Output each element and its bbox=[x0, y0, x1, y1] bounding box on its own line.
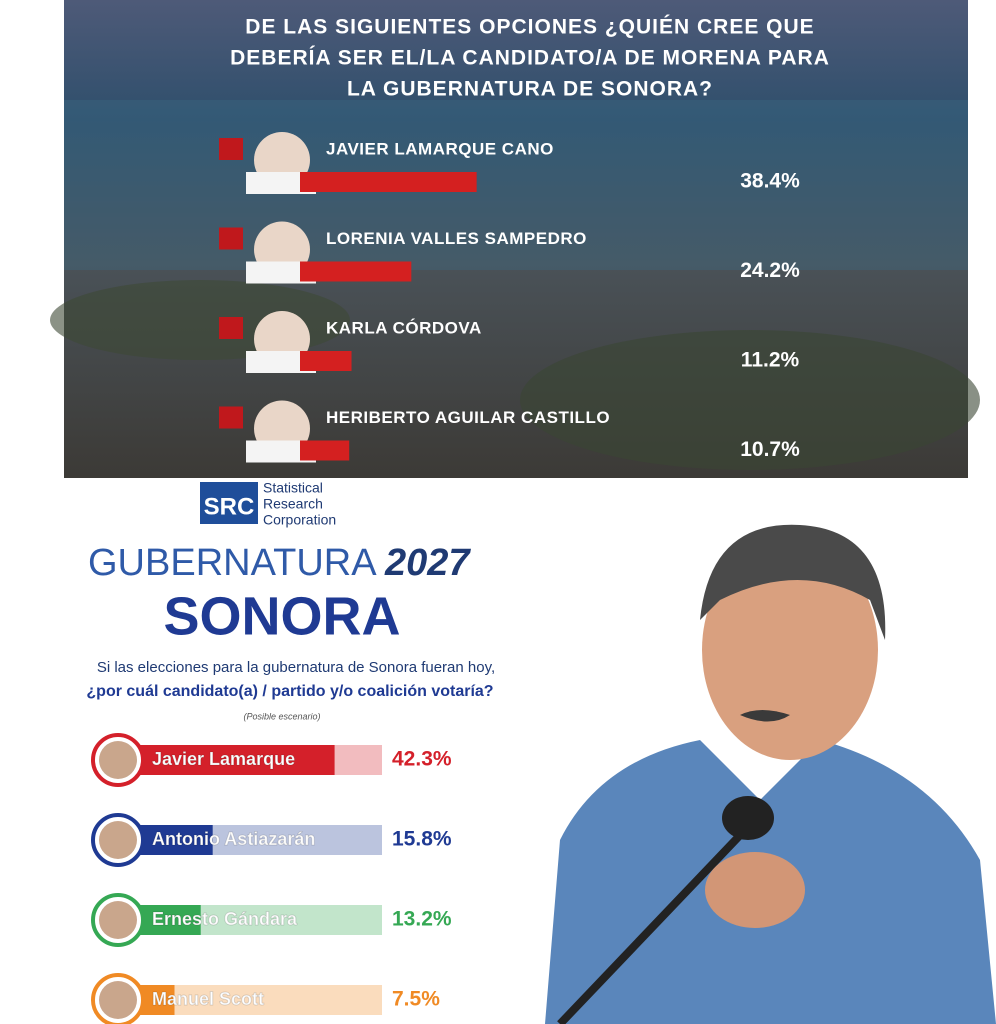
bar bbox=[300, 172, 477, 192]
candidate-photo bbox=[99, 741, 137, 779]
value-label: 11.2% bbox=[741, 349, 800, 372]
sea bbox=[64, 100, 968, 270]
bar bbox=[300, 261, 412, 282]
brand-name: Corporation bbox=[263, 512, 336, 528]
candidate-photo bbox=[99, 981, 137, 1019]
category-label: LORENIA VALLES SAMPEDRO bbox=[326, 229, 587, 248]
brand-name: Research bbox=[263, 496, 323, 512]
bar-track bbox=[140, 985, 382, 1015]
value-label: 13.2% bbox=[392, 908, 452, 931]
category-label: KARLA CÓRDOVA bbox=[326, 318, 482, 337]
chart-title: DEBERÍA SER EL/LA CANDIDATO/A DE MORENA … bbox=[230, 47, 830, 70]
value-label: 38.4% bbox=[740, 170, 800, 193]
bar bbox=[140, 905, 201, 935]
candidate-shirt bbox=[246, 440, 316, 463]
value-label: 15.8% bbox=[392, 828, 452, 851]
category-label: Ernesto Gándara bbox=[152, 909, 298, 929]
bar bbox=[140, 745, 335, 775]
title-text: GUBERNATURA bbox=[88, 542, 377, 584]
brand-name: Statistical bbox=[263, 480, 323, 496]
subtitle: SONORA bbox=[163, 586, 400, 646]
logo: SRC bbox=[204, 493, 255, 520]
question: ¿por cuál candidato(a) / partido y/o coa… bbox=[86, 683, 493, 700]
category-label: JAVIER LAMARQUE CANO bbox=[326, 139, 554, 158]
bar bbox=[300, 351, 352, 371]
chart-title: LA GUBERNATURA DE SONORA? bbox=[347, 78, 713, 101]
party-logo bbox=[219, 138, 243, 160]
bar bbox=[140, 825, 213, 855]
value-label: 7.5% bbox=[392, 988, 440, 1011]
category-label: Javier Lamarque bbox=[152, 749, 295, 769]
title: GUBERNATURA 2027 bbox=[88, 542, 471, 584]
land bbox=[520, 330, 980, 470]
value-label: 24.2% bbox=[740, 259, 800, 282]
note: (Posible escenario) bbox=[243, 711, 320, 721]
logo-box bbox=[200, 482, 258, 524]
question: Si las elecciones para la gubernatura de… bbox=[97, 659, 495, 676]
category-label: Manuel Scott bbox=[152, 989, 264, 1009]
chart-title: DE LAS SIGUIENTES OPCIONES ¿QUIÉN CREE Q… bbox=[245, 16, 814, 39]
party-logo bbox=[219, 317, 243, 339]
bar bbox=[300, 440, 350, 461]
candidate-shirt bbox=[246, 351, 316, 373]
candidate-shirt bbox=[246, 261, 316, 284]
bar bbox=[140, 985, 175, 1015]
party-logo bbox=[219, 227, 243, 250]
value-label: 10.7% bbox=[740, 438, 800, 461]
category-label: Antonio Astiazarán bbox=[152, 829, 315, 849]
value-label: 42.3% bbox=[392, 748, 452, 771]
candidate-photo bbox=[99, 821, 137, 859]
photo bbox=[545, 524, 996, 1024]
title-year: 2027 bbox=[384, 542, 471, 584]
party-logo bbox=[219, 406, 243, 429]
candidate-photo bbox=[99, 901, 137, 939]
candidate-shirt bbox=[246, 172, 316, 194]
category-label: HERIBERTO AGUILAR CASTILLO bbox=[326, 408, 610, 427]
